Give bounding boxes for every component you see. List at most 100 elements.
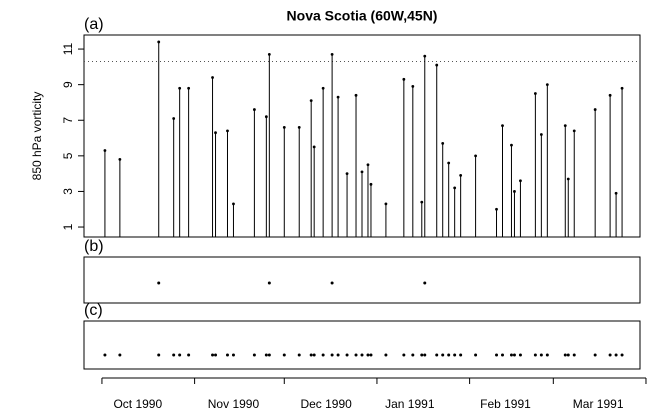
event-dot — [157, 281, 161, 285]
stem-dot — [354, 93, 358, 97]
event-dot — [614, 353, 618, 357]
stem-dot — [118, 158, 122, 161]
event-dot — [297, 353, 301, 357]
stem-dot — [423, 54, 427, 58]
stem-dot — [620, 86, 624, 90]
event-dot — [211, 353, 215, 357]
x-tick-label: Oct 1990 — [113, 397, 162, 411]
stem-dot — [474, 154, 477, 158]
event-dot — [267, 281, 271, 285]
stem-dot — [402, 77, 406, 81]
event-dot — [563, 353, 567, 357]
event-dot — [423, 353, 427, 357]
event-dot — [474, 353, 478, 357]
x-tick-label: Feb 1991 — [480, 397, 531, 411]
event-dot — [252, 353, 256, 357]
event-dot — [447, 353, 451, 357]
event-dot — [172, 353, 176, 357]
event-dot — [336, 353, 340, 357]
stem-dot — [411, 85, 415, 88]
stem-dot — [513, 190, 516, 193]
event-dot — [321, 353, 325, 357]
stem-dot — [309, 99, 313, 103]
event-dot — [330, 353, 334, 357]
event-dot — [225, 353, 229, 357]
stem-dot — [614, 191, 618, 195]
panel-label: (a) — [84, 16, 104, 33]
event-dot — [459, 353, 463, 357]
stem-dot — [297, 125, 301, 129]
event-dot — [545, 353, 549, 357]
event-dot — [345, 353, 349, 357]
stem-dot — [345, 172, 349, 176]
stem-dot — [545, 83, 549, 87]
event-dot — [420, 353, 424, 357]
x-tick-label: Nov 1990 — [208, 397, 260, 411]
stem-dot — [282, 125, 286, 129]
stem-dot — [459, 174, 463, 177]
event-dot — [608, 353, 612, 357]
stem-dot — [495, 207, 498, 211]
stem-dot — [608, 93, 612, 97]
event-dot — [354, 353, 358, 357]
event-dot — [620, 353, 624, 357]
event-dot — [509, 353, 513, 357]
event-dot — [103, 353, 107, 357]
event-dot — [572, 353, 576, 357]
event-dot — [369, 353, 373, 357]
stem-dot — [447, 161, 451, 165]
panel-box — [83, 256, 641, 304]
event-dot — [330, 281, 334, 285]
stem-dot — [453, 186, 457, 190]
event-dot — [187, 353, 191, 357]
y-tick-label: 7 — [61, 117, 75, 124]
y-tick-label: 11 — [61, 43, 75, 56]
event-dot — [500, 353, 504, 357]
stem-dot — [563, 124, 567, 127]
stem-dot — [321, 86, 325, 90]
event-dot — [441, 353, 445, 357]
event-dot — [411, 353, 415, 357]
stem-dot — [178, 86, 182, 90]
chart-title: Nova Scotia (60W,45N) — [287, 8, 438, 24]
stem-dot — [435, 63, 439, 67]
stem-dot — [369, 182, 373, 186]
panel-label: (b) — [84, 238, 104, 255]
event-dot — [157, 353, 161, 357]
event-dot — [533, 353, 537, 357]
stem-dot — [252, 108, 256, 111]
stem-dot — [420, 200, 424, 204]
x-tick-label: Mar 1991 — [573, 397, 624, 411]
event-dot — [267, 353, 271, 357]
y-axis-label: 850 hPa vorticity — [30, 92, 44, 181]
event-dot — [264, 353, 268, 357]
stem-dot — [384, 202, 388, 206]
event-dot — [309, 353, 313, 357]
event-dot — [231, 353, 235, 357]
stem-dot — [214, 131, 217, 135]
event-dot — [539, 353, 543, 357]
stem-dot — [330, 52, 334, 56]
event-dot — [495, 353, 499, 357]
stem-dot — [510, 143, 513, 147]
event-dot — [360, 353, 364, 357]
stem-dot — [593, 108, 597, 111]
event-dot — [178, 353, 182, 357]
event-dot — [566, 353, 570, 357]
stem-dot — [441, 141, 445, 145]
event-dot — [435, 353, 439, 357]
stem-dot — [566, 177, 570, 181]
event-dot — [214, 353, 218, 357]
stem-dot — [103, 149, 107, 152]
stem-dot — [211, 76, 214, 79]
stem-dot — [187, 86, 191, 90]
stem-dot — [336, 95, 340, 99]
stem-dot — [519, 179, 522, 183]
event-dot — [402, 353, 406, 357]
event-dot — [118, 353, 122, 357]
event-dot — [518, 353, 522, 357]
event-dot — [453, 353, 457, 357]
event-dot — [282, 353, 286, 357]
